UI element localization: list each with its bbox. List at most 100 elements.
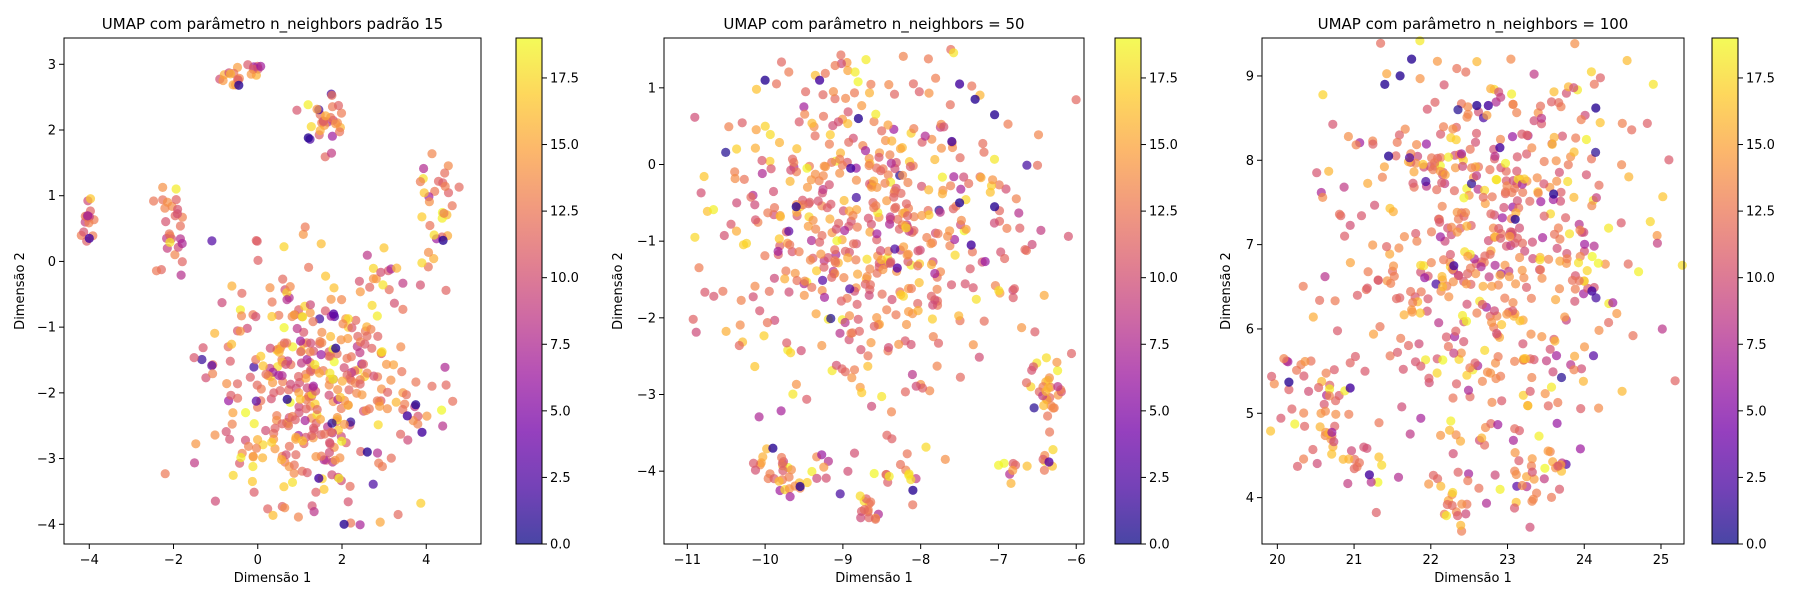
data-point	[709, 291, 719, 301]
data-point	[1579, 342, 1590, 352]
data-point	[700, 287, 710, 297]
data-point	[1039, 290, 1049, 300]
data-point	[261, 425, 271, 436]
x-axis-ticks: −4 −2 0 2 4	[80, 544, 430, 568]
data-point	[883, 343, 894, 353]
data-point	[1339, 182, 1349, 192]
data-point	[875, 246, 886, 256]
data-point	[1569, 192, 1579, 202]
data-point	[1033, 130, 1044, 140]
y-tick-label: 9	[1246, 69, 1254, 84]
data-point	[360, 339, 370, 349]
x-tick-label: 21	[1346, 553, 1363, 568]
data-point	[1527, 454, 1537, 464]
data-point	[830, 60, 840, 71]
data-point	[872, 163, 882, 173]
data-point	[151, 266, 162, 276]
data-point	[1540, 463, 1550, 473]
data-point	[1377, 172, 1387, 182]
data-point	[376, 267, 386, 277]
data-point	[1071, 95, 1081, 105]
data-point	[355, 287, 365, 297]
data-point	[1375, 322, 1385, 332]
data-point	[336, 403, 346, 414]
data-point	[1446, 133, 1456, 143]
data-point	[1437, 178, 1447, 188]
data-point	[172, 209, 182, 219]
data-point	[1454, 271, 1464, 281]
data-point	[392, 263, 402, 273]
data-point	[799, 290, 809, 300]
data-point	[1300, 421, 1310, 431]
data-point	[440, 362, 450, 372]
data-point	[253, 435, 263, 445]
data-point	[1437, 271, 1447, 282]
data-point	[1508, 99, 1518, 109]
data-point	[1517, 480, 1527, 491]
data-point	[242, 323, 252, 333]
data-point	[1461, 67, 1471, 77]
data-point	[398, 404, 408, 415]
data-point	[907, 369, 918, 380]
data-point	[817, 450, 827, 460]
data-point	[1465, 363, 1475, 373]
data-point	[865, 227, 875, 237]
data-point	[908, 485, 918, 495]
data-point	[872, 229, 882, 239]
data-point	[267, 297, 277, 307]
data-point	[1450, 163, 1461, 173]
data-point	[1318, 192, 1328, 202]
data-point	[815, 75, 825, 85]
data-point	[1382, 242, 1392, 252]
data-point	[1053, 382, 1063, 392]
data-point	[966, 240, 976, 250]
data-point	[1444, 292, 1454, 302]
data-point	[721, 147, 731, 157]
data-point	[1512, 108, 1522, 118]
data-point	[1284, 385, 1294, 395]
data-point	[802, 182, 813, 192]
data-point	[1557, 131, 1567, 141]
data-point	[226, 390, 236, 400]
data-point	[930, 154, 940, 165]
data-point	[1573, 258, 1584, 268]
data-point	[891, 202, 901, 212]
data-point	[1520, 246, 1530, 256]
colorbar-tick-label: 0.0	[1746, 538, 1767, 553]
data-point	[1299, 371, 1309, 381]
data-point	[325, 368, 335, 378]
data-point	[1492, 328, 1502, 339]
data-point	[228, 408, 238, 418]
data-point	[198, 343, 208, 353]
data-point	[750, 361, 760, 372]
data-point	[917, 181, 927, 191]
data-point	[279, 323, 289, 333]
data-point	[1586, 67, 1596, 77]
data-point	[1403, 340, 1414, 351]
data-point	[866, 497, 876, 507]
data-point	[175, 221, 185, 231]
data-point	[1519, 273, 1529, 283]
y-axis-ticks: 4 5 6 7 8 9	[1246, 69, 1262, 506]
data-point	[937, 189, 948, 199]
data-point	[813, 196, 823, 206]
data-point	[1385, 249, 1395, 259]
data-point	[1345, 220, 1355, 230]
data-point	[883, 120, 893, 130]
data-point	[784, 472, 794, 482]
data-point	[1458, 161, 1468, 171]
data-point	[448, 396, 458, 406]
data-point	[301, 373, 311, 383]
data-point	[1652, 238, 1662, 248]
data-point	[757, 168, 767, 179]
data-point	[864, 160, 874, 171]
data-point	[737, 118, 747, 128]
data-point	[362, 447, 372, 457]
data-point	[750, 200, 760, 210]
data-point	[1443, 341, 1453, 352]
data-point	[1576, 364, 1587, 374]
data-point	[1512, 152, 1522, 162]
data-point	[425, 220, 435, 231]
plot-frame	[663, 37, 1085, 545]
data-point	[302, 468, 312, 478]
